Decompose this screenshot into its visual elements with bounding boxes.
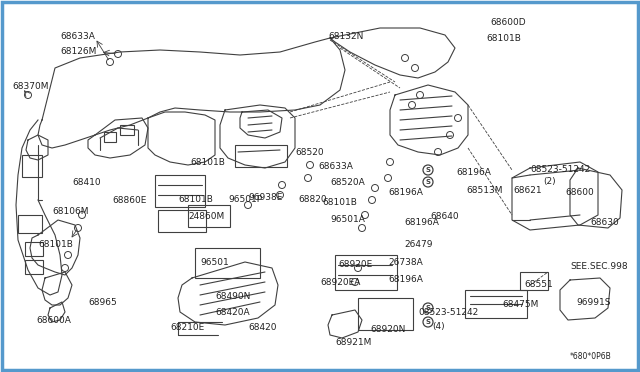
Bar xyxy=(25,260,43,274)
Text: 96501: 96501 xyxy=(200,258,228,267)
Text: 68633A: 68633A xyxy=(318,162,353,171)
Text: 68621: 68621 xyxy=(513,186,541,195)
Text: 68920EA: 68920EA xyxy=(320,278,360,287)
Text: 68860E: 68860E xyxy=(112,196,147,205)
Bar xyxy=(358,298,413,330)
Text: 68630: 68630 xyxy=(590,218,619,227)
Text: S: S xyxy=(426,179,431,185)
Text: 68600A: 68600A xyxy=(36,316,71,325)
Bar xyxy=(18,215,42,233)
Text: 68921M: 68921M xyxy=(335,338,371,347)
Text: S: S xyxy=(426,305,431,311)
Text: (4): (4) xyxy=(432,322,445,331)
Text: 68475M: 68475M xyxy=(502,300,538,309)
Text: 68420: 68420 xyxy=(248,323,276,332)
Text: 68520A: 68520A xyxy=(330,178,365,187)
Bar xyxy=(104,132,116,142)
Bar xyxy=(520,272,548,290)
Text: 68210E: 68210E xyxy=(170,323,204,332)
Text: 68196A: 68196A xyxy=(404,218,439,227)
Text: 68196A: 68196A xyxy=(388,275,423,284)
Text: 68196A: 68196A xyxy=(456,168,491,177)
Bar xyxy=(188,205,230,227)
Text: 08523-51242: 08523-51242 xyxy=(530,165,590,174)
Text: 68101B: 68101B xyxy=(178,195,213,204)
Text: S: S xyxy=(426,319,431,325)
Text: 96991S: 96991S xyxy=(576,298,611,307)
Text: 68920E: 68920E xyxy=(338,260,372,269)
Text: 68513M: 68513M xyxy=(466,186,502,195)
Text: 68101B: 68101B xyxy=(322,198,357,207)
Text: 68551: 68551 xyxy=(524,280,553,289)
Text: 68820: 68820 xyxy=(298,195,326,204)
Text: 68370M: 68370M xyxy=(12,82,49,91)
Text: 68633A: 68633A xyxy=(60,32,95,41)
Bar xyxy=(195,248,260,278)
Text: 68420A: 68420A xyxy=(215,308,250,317)
Text: *680*0P6B: *680*0P6B xyxy=(570,352,612,361)
Text: 68101B: 68101B xyxy=(486,34,521,43)
Text: 68196A: 68196A xyxy=(388,188,423,197)
Text: (2): (2) xyxy=(543,177,556,186)
Text: 68600: 68600 xyxy=(565,188,594,197)
Text: SEE.SEC.998: SEE.SEC.998 xyxy=(570,262,628,271)
Bar xyxy=(235,145,287,167)
Text: 24860M: 24860M xyxy=(188,212,224,221)
Text: 68410: 68410 xyxy=(72,178,100,187)
Text: 68101B: 68101B xyxy=(190,158,225,167)
Text: S: S xyxy=(426,167,431,173)
Text: 96501P: 96501P xyxy=(228,195,262,204)
Text: 68132N: 68132N xyxy=(328,32,364,41)
Text: 68520: 68520 xyxy=(295,148,324,157)
Bar xyxy=(335,255,397,290)
Text: 68106M: 68106M xyxy=(52,207,88,216)
Bar xyxy=(155,175,205,207)
Text: 96501A: 96501A xyxy=(330,215,365,224)
Text: 68126M: 68126M xyxy=(60,47,97,56)
Text: 96938E: 96938E xyxy=(248,193,282,202)
Text: 08523-51242: 08523-51242 xyxy=(418,308,478,317)
Text: 68965: 68965 xyxy=(88,298,116,307)
Bar xyxy=(25,242,43,256)
Text: 68600D: 68600D xyxy=(490,18,525,27)
Bar xyxy=(465,290,527,318)
Bar xyxy=(22,155,42,177)
Text: 68490N: 68490N xyxy=(215,292,250,301)
Text: 26479: 26479 xyxy=(404,240,433,249)
Text: 68920N: 68920N xyxy=(370,325,405,334)
Text: 26738A: 26738A xyxy=(388,258,423,267)
Text: 68101B: 68101B xyxy=(38,240,73,249)
Text: 68640: 68640 xyxy=(430,212,459,221)
Bar xyxy=(158,210,206,232)
Bar xyxy=(120,125,134,135)
